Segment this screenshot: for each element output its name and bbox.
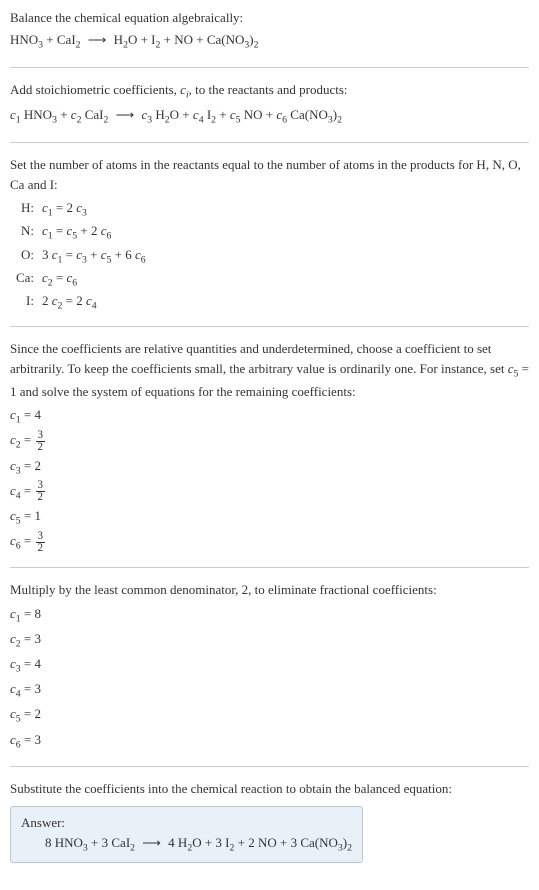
coef-lhs: c4 xyxy=(10,681,21,696)
coef-rhs: 1 xyxy=(35,508,42,523)
section-title: Multiply by the least common denominator… xyxy=(10,580,529,600)
answer-box: Answer: 8 HNO3 + 3 CaI2 ⟶ 4 H2O + 3 I2 +… xyxy=(10,806,363,863)
coefficient-row: c6 = 32 xyxy=(10,530,529,555)
coef-lhs: c2 xyxy=(10,432,21,447)
coefficient-row: c3 = 2 xyxy=(10,455,529,480)
atom-label: H: xyxy=(14,198,42,219)
equation: HNO3 + CaI2 ⟶ H2O + I2 + NO + Ca(NO3)2 xyxy=(10,30,529,53)
coef-rhs: 4 xyxy=(35,407,42,422)
coef-lhs: c5 xyxy=(10,706,21,721)
atom-equation: 2 c2 = 2 c4 xyxy=(42,291,97,314)
atom-label: I: xyxy=(14,291,42,312)
coefficient-list: c1 = 4 c2 = 32 c3 = 2 c4 = 32 c5 = 1 c6 … xyxy=(10,404,529,555)
section-title: Substitute the coefficients into the che… xyxy=(10,779,529,799)
coef-lhs: c3 xyxy=(10,458,21,473)
atom-row: H: c1 = 2 c3 xyxy=(14,198,529,221)
coef-rhs: 2 xyxy=(35,706,42,721)
atom-label: N: xyxy=(14,221,42,242)
atom-equations-table: H: c1 = 2 c3 N: c1 = c5 + 2 c6 O: 3 c1 =… xyxy=(14,198,529,314)
coef-lhs: c6 xyxy=(10,732,21,747)
atom-row: O: 3 c1 = c3 + c5 + 6 c6 xyxy=(14,245,529,268)
coefficient-row: c6 = 3 xyxy=(10,729,529,754)
answer-equation: 8 HNO3 + 3 CaI2 ⟶ 4 H2O + 3 I2 + 2 NO + … xyxy=(21,835,352,854)
coef-lhs: c3 xyxy=(10,656,21,671)
section-title: Balance the chemical equation algebraica… xyxy=(10,8,529,28)
answer-label: Answer: xyxy=(21,815,352,831)
coefficient-row: c2 = 32 xyxy=(10,429,529,454)
coef-lhs: c4 xyxy=(10,483,21,498)
coef-rhs: 32 xyxy=(35,533,47,548)
coefficient-row: c1 = 8 xyxy=(10,603,529,628)
equation: c1 HNO3 + c2 CaI2 ⟶ c3 H2O + c4 I2 + c5 … xyxy=(10,105,529,128)
coefficient-row: c2 = 3 xyxy=(10,628,529,653)
coef-rhs: 4 xyxy=(35,656,42,671)
coef-rhs: 2 xyxy=(35,458,42,473)
section-title: Since the coefficients are relative quan… xyxy=(10,339,529,401)
coef-rhs: 32 xyxy=(35,483,47,498)
coefficient-row: c4 = 32 xyxy=(10,480,529,505)
atom-label: O: xyxy=(14,245,42,266)
coef-lhs: c6 xyxy=(10,533,21,548)
coefficient-row: c3 = 4 xyxy=(10,653,529,678)
section-balance: Balance the chemical equation algebraica… xyxy=(10,8,529,68)
section-title: Set the number of atoms in the reactants… xyxy=(10,155,529,194)
section-substitute: Substitute the coefficients into the che… xyxy=(10,779,529,863)
coefficient-row: c5 = 1 xyxy=(10,505,529,530)
atom-label: Ca: xyxy=(14,268,42,289)
atom-equation: c1 = 2 c3 xyxy=(42,198,87,221)
atom-equation: c2 = c6 xyxy=(42,268,77,291)
atom-equation: c1 = c5 + 2 c6 xyxy=(42,221,111,244)
coef-lhs: c5 xyxy=(10,508,21,523)
atom-equation: 3 c1 = c3 + c5 + 6 c6 xyxy=(42,245,146,268)
coef-rhs: 3 xyxy=(35,681,42,696)
coef-lhs: c1 xyxy=(10,606,21,621)
coefficient-row: c5 = 2 xyxy=(10,703,529,728)
atom-row: Ca: c2 = c6 xyxy=(14,268,529,291)
section-solve: Since the coefficients are relative quan… xyxy=(10,339,529,568)
section-atoms: Set the number of atoms in the reactants… xyxy=(10,155,529,327)
section-multiply: Multiply by the least common denominator… xyxy=(10,580,529,766)
coef-rhs: 3 xyxy=(35,732,42,747)
atom-row: N: c1 = c5 + 2 c6 xyxy=(14,221,529,244)
section-title: Add stoichiometric coefficients, ci, to … xyxy=(10,80,529,103)
coef-rhs: 32 xyxy=(35,432,47,447)
coefficient-list: c1 = 8 c2 = 3 c3 = 4 c4 = 3 c5 = 2 c6 = … xyxy=(10,603,529,754)
coefficient-row: c4 = 3 xyxy=(10,678,529,703)
section-stoich: Add stoichiometric coefficients, ci, to … xyxy=(10,80,529,143)
coef-rhs: 3 xyxy=(35,631,42,646)
coef-lhs: c2 xyxy=(10,631,21,646)
coefficient-row: c1 = 4 xyxy=(10,404,529,429)
coef-rhs: 8 xyxy=(35,606,42,621)
coef-lhs: c1 xyxy=(10,407,21,422)
atom-row: I: 2 c2 = 2 c4 xyxy=(14,291,529,314)
